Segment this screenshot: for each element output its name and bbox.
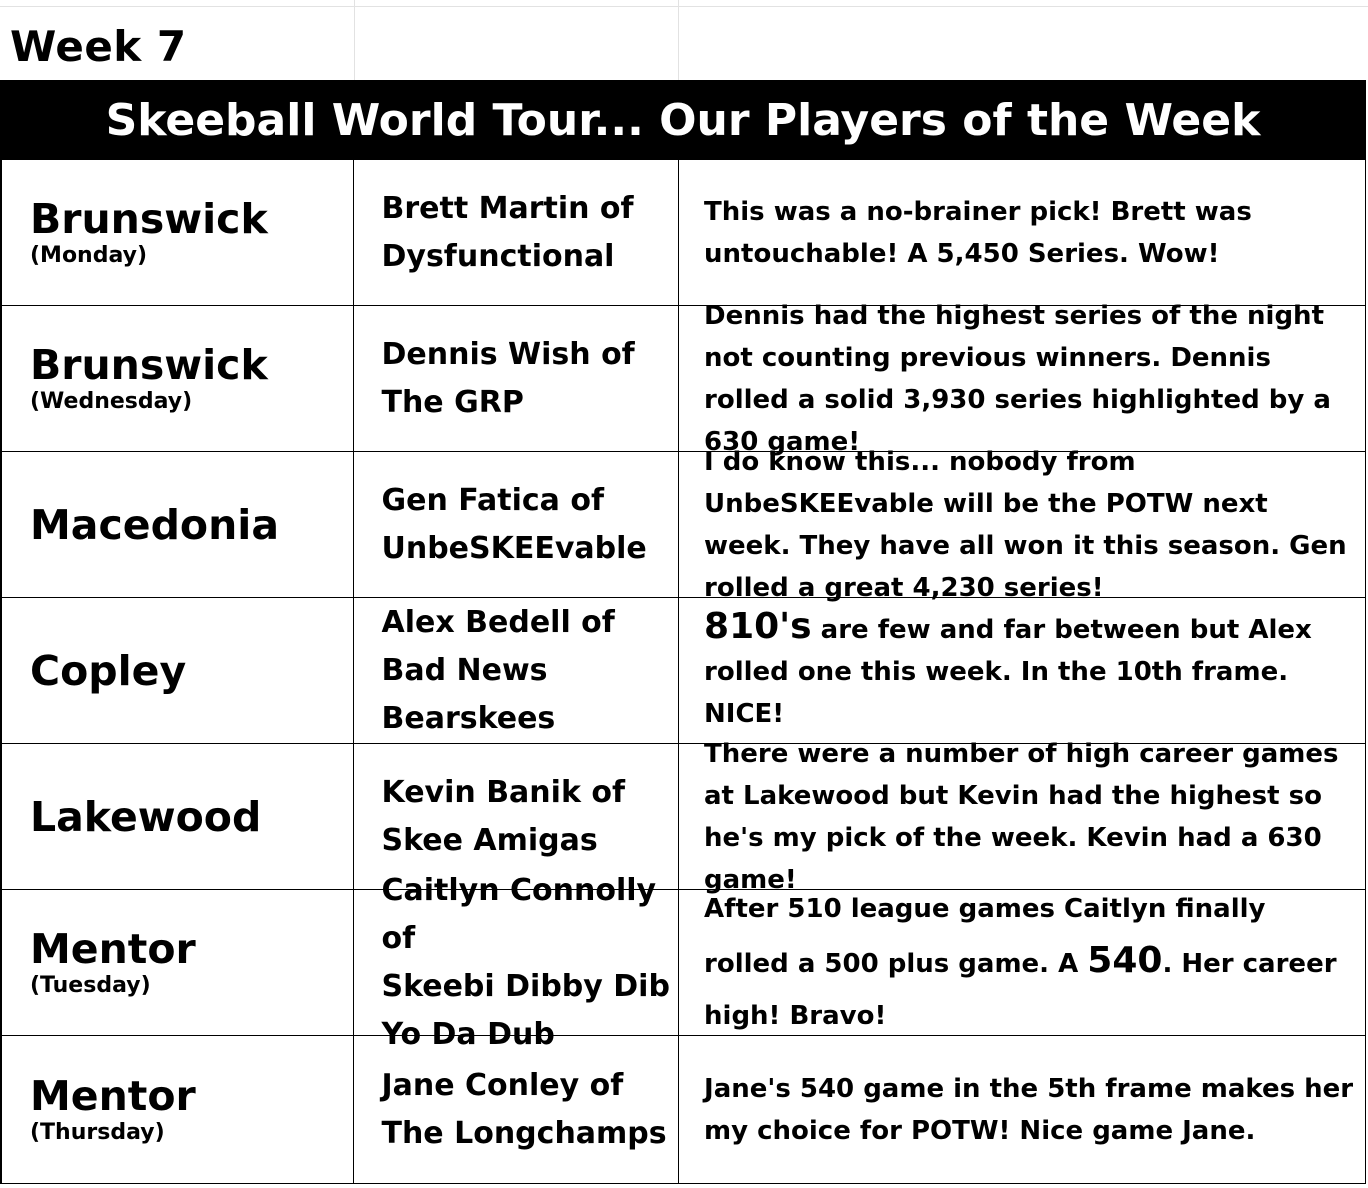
player-cell: Gen Fatica of UnbeSKEEvable bbox=[354, 452, 680, 597]
location-name: Lakewood bbox=[30, 792, 262, 841]
location-name: Mentor bbox=[30, 924, 196, 973]
note-highlight: 540 bbox=[1087, 940, 1163, 981]
spreadsheet-gridline bbox=[678, 0, 679, 80]
player-name: Caitlyn Connolly of Skeebi Dibby Dib Yo … bbox=[381, 872, 670, 1052]
note-text: There were a number of high career games… bbox=[704, 738, 1339, 895]
location-name: Macedonia bbox=[30, 500, 280, 549]
location-day: (Thursday) bbox=[30, 1119, 165, 1145]
note-cell: Jane's 540 game in the 5th frame makes h… bbox=[679, 1036, 1366, 1183]
player-cell: Alex Bedell of Bad News Bearskees bbox=[354, 598, 680, 743]
note-cell: There were a number of high career games… bbox=[679, 739, 1366, 895]
table-row: Brunswick (Wednesday) Dennis Wish of The… bbox=[2, 301, 1366, 457]
table-row: Macedonia Gen Fatica of UnbeSKEEvable I … bbox=[2, 447, 1366, 603]
table-row: Mentor (Tuesday) Caitlyn Connolly of Ske… bbox=[2, 873, 1366, 1052]
player-cell: Caitlyn Connolly of Skeebi Dibby Dib Yo … bbox=[354, 873, 680, 1052]
player-name: Gen Fatica of UnbeSKEEvable bbox=[381, 482, 647, 566]
note-text: I do know this... nobody from UnbeSKEEva… bbox=[704, 446, 1347, 603]
note-cell: 810's are few and far between but Alex r… bbox=[679, 598, 1366, 743]
player-name: Alex Bedell of Bad News Bearskees bbox=[381, 604, 615, 736]
location-cell: Brunswick (Wednesday) bbox=[2, 306, 355, 451]
note-text: 810's are few and far between but Alex r… bbox=[704, 606, 1355, 735]
note-cell: This was a no-brainer pick! Brett was un… bbox=[679, 160, 1366, 305]
location-cell: Mentor (Tuesday) bbox=[2, 890, 355, 1035]
note-text: After 510 league games Caitlyn finally r… bbox=[704, 883, 1355, 1042]
table-row: Mentor (Thursday) Jane Conley of The Lon… bbox=[2, 1036, 1366, 1184]
player-cell: Jane Conley of The Longchamps bbox=[354, 1036, 680, 1183]
player-name: Brett Martin of Dysfunctional bbox=[381, 190, 634, 274]
location-day: (Monday) bbox=[30, 242, 148, 268]
player-name: Dennis Wish of The GRP bbox=[381, 336, 635, 420]
location-day: (Wednesday) bbox=[30, 388, 193, 414]
note-body: are few and far between but Alex rolled … bbox=[704, 615, 1312, 729]
table-row: Brunswick (Monday) Brett Martin of Dysfu… bbox=[2, 160, 1366, 306]
location-cell: Mentor (Thursday) bbox=[2, 1036, 355, 1183]
location-name: Brunswick bbox=[30, 194, 268, 243]
note-body: . Her career high! Bravo! bbox=[704, 949, 1337, 1031]
note-text: This was a no-brainer pick! Brett was un… bbox=[704, 196, 1252, 269]
note-cell: I do know this... nobody from UnbeSKEEva… bbox=[679, 447, 1366, 603]
location-cell: Brunswick (Monday) bbox=[2, 160, 355, 305]
player-name: Kevin Banik of Skee Amigas bbox=[381, 774, 625, 858]
table-row: Lakewood Kevin Banik of Skee Amigas Ther… bbox=[2, 739, 1366, 895]
note-highlight: 810's bbox=[704, 606, 812, 647]
location-cell: Lakewood bbox=[2, 744, 355, 889]
spreadsheet-gridline bbox=[0, 6, 1368, 7]
player-name: Jane Conley of The Longchamps bbox=[381, 1067, 667, 1151]
location-day: (Tuesday) bbox=[30, 972, 151, 998]
location-cell: Macedonia bbox=[2, 452, 355, 597]
players-table: Brunswick (Monday) Brett Martin of Dysfu… bbox=[0, 160, 1366, 1184]
player-cell: Dennis Wish of The GRP bbox=[354, 306, 680, 451]
player-cell: Brett Martin of Dysfunctional bbox=[354, 160, 680, 305]
location-name: Copley bbox=[30, 646, 187, 695]
note-body: After 510 league games Caitlyn finally r… bbox=[704, 894, 1266, 979]
note-cell: Dennis had the highest series of the nig… bbox=[679, 301, 1366, 457]
player-cell: Kevin Banik of Skee Amigas bbox=[354, 744, 680, 889]
table-row: Copley Alex Bedell of Bad News Bearskees… bbox=[2, 598, 1366, 744]
spreadsheet-gridline bbox=[354, 0, 355, 80]
note-text: Dennis had the highest series of the nig… bbox=[704, 300, 1331, 457]
banner-title: Skeeball World Tour... Our Players of th… bbox=[0, 80, 1366, 160]
location-name: Mentor bbox=[30, 1071, 196, 1120]
note-text: Jane's 540 game in the 5th frame makes h… bbox=[704, 1073, 1354, 1146]
note-cell: After 510 league games Caitlyn finally r… bbox=[679, 890, 1366, 1035]
week-label: Week 7 bbox=[10, 22, 187, 71]
location-name: Brunswick bbox=[30, 340, 268, 389]
location-cell: Copley bbox=[2, 598, 355, 743]
